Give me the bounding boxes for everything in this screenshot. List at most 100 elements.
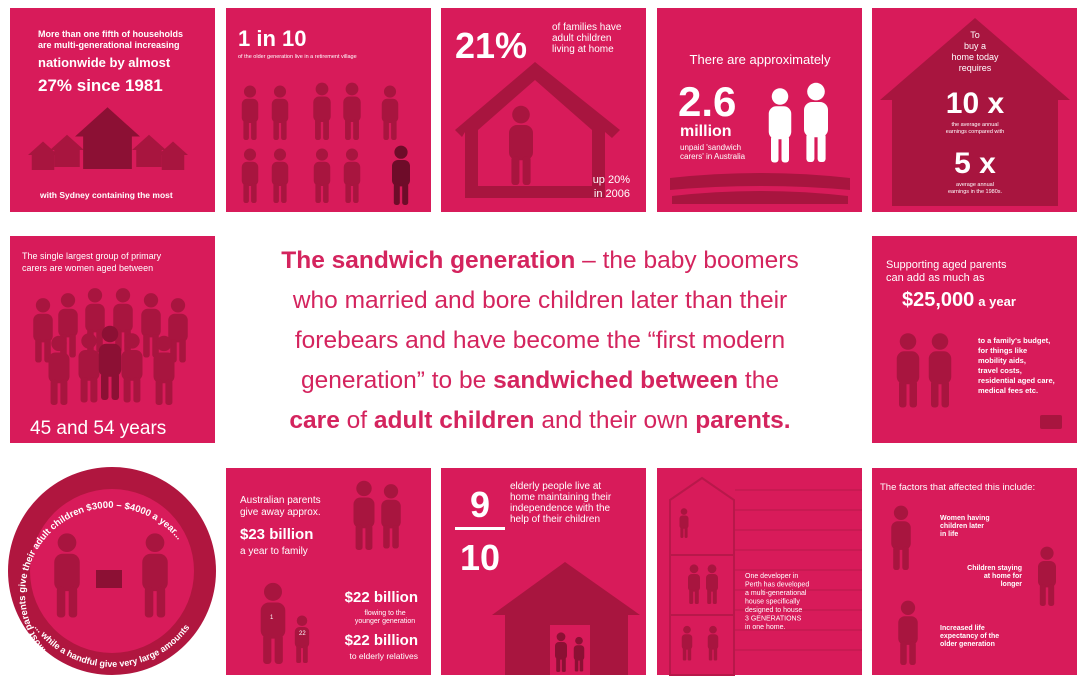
text: $23 billion — [240, 526, 313, 543]
headline-segment: adult children — [374, 407, 535, 434]
text-line: a multi-generational — [745, 590, 807, 597]
headline-segment: sandwiched between — [493, 367, 738, 394]
headline-segment: who married and bore children later than… — [292, 287, 787, 314]
text-line: for things like — [978, 346, 1027, 355]
text: 5 x — [954, 147, 996, 180]
unit: a year — [978, 294, 1016, 309]
text-line: Perth has developed — [745, 582, 809, 589]
text: 1 in 10 — [238, 26, 306, 51]
text: 22 — [299, 631, 306, 637]
headline-segment: care — [289, 407, 339, 434]
text-line: carers are women aged between — [22, 263, 153, 273]
text: 10 x — [946, 87, 1005, 120]
headline-segment: the — [738, 367, 779, 394]
text: 2.6 — [678, 78, 736, 125]
tile-billion: Australian parentsgive away approx. $23 … — [226, 468, 431, 675]
text-line: at home for — [984, 573, 1022, 580]
text: 9 — [470, 484, 490, 525]
text: 21% — [455, 25, 527, 66]
text-line: in 2006 — [594, 188, 630, 200]
text: of the older generation live in a retire… — [238, 54, 357, 60]
text: 10 — [460, 537, 500, 578]
text: There are approximately — [690, 52, 831, 67]
text-line: earnings in the 1980s. — [948, 189, 1003, 195]
text-line: are multi-generational increasing — [38, 40, 180, 50]
headline-segment: and their own — [535, 407, 696, 434]
text-line: longer — [1001, 581, 1023, 588]
text-line: flowing to the — [364, 610, 405, 617]
tile-carers: There are approximately 2.6 million unpa… — [657, 8, 862, 212]
circle-gifts: Most parents give their adult children $… — [8, 467, 216, 675]
text-line: earnings compared with — [946, 129, 1004, 135]
text-line: help of their children — [510, 514, 600, 525]
text-line: home maintaining their — [510, 492, 612, 503]
text-line: 3 GENERATIONS — [745, 616, 802, 623]
text-line: average annual — [956, 182, 994, 188]
text: nationwide by almost — [38, 55, 171, 70]
text-line: in one home. — [745, 624, 786, 631]
text: $22 billion — [345, 589, 418, 606]
text-line: buy a — [964, 41, 986, 51]
tile-women: The single largest group of primary carer… — [10, 236, 215, 443]
text: to elderly relatives — [349, 651, 418, 661]
text-line: More than one fifth of households — [38, 29, 183, 39]
text-line: carers' in Australia — [680, 152, 746, 161]
text-line: older generation — [940, 641, 995, 648]
text-line: unpaid 'sandwich — [680, 143, 741, 152]
text-line: elderly people live at — [510, 481, 601, 492]
text-line: Children staying — [967, 565, 1022, 572]
text: million — [680, 123, 732, 140]
text: The factors that affected this include: — [880, 482, 1035, 493]
text-line: Supporting aged parents — [886, 259, 1007, 271]
tile-retirement: 1 in 10 of the older generation live in … — [226, 8, 431, 212]
infographic: More than one fifth of householdsare mul… — [0, 0, 1082, 680]
text-line: can add as much as — [886, 272, 985, 284]
text-line: mobility aids, — [978, 356, 1026, 365]
text-line: adult children — [552, 33, 611, 44]
text: 27% since 1981 — [38, 76, 163, 95]
text-line: give away approx. — [240, 507, 321, 518]
text-line: children later — [940, 523, 984, 530]
text: with Sydney containing the most — [39, 190, 173, 200]
text-line: house specifically — [745, 599, 800, 606]
text-line: Australian parents — [240, 495, 321, 506]
text: a year to family — [240, 546, 308, 557]
text-line: independence with the — [510, 503, 611, 514]
text-line: to a family's budget, — [978, 336, 1050, 345]
text-line: expectancy of the — [940, 633, 999, 640]
text-line: of families have — [552, 22, 622, 33]
text-line: medical fees etc. — [978, 386, 1038, 395]
text: 45 and 54 years — [30, 418, 166, 439]
headline-segment: The sandwich generation — [281, 247, 575, 274]
text-line: Increased life — [940, 625, 985, 632]
headline-segment: of — [340, 407, 374, 434]
text-line: requires — [959, 63, 992, 73]
text: $22 billion — [345, 632, 418, 649]
text-line: residential aged care, — [978, 376, 1055, 385]
headline: The sandwich generation – the baby boome… — [281, 247, 798, 434]
stat: $25,000 — [902, 289, 974, 311]
tile-factors: The factors that affected this include: … — [872, 468, 1077, 675]
text-line: home today — [951, 52, 999, 62]
text-line: To — [970, 30, 980, 40]
text-line: younger generation — [355, 618, 415, 625]
text-line: Women having — [940, 515, 990, 522]
text-line: One developer in — [745, 573, 798, 580]
text-line: up 20% — [593, 174, 631, 186]
text-line: living at home — [552, 44, 614, 55]
text-line: The single largest group of primary — [22, 251, 162, 261]
text-line: in life — [940, 531, 958, 538]
headline-segment: generation” to be — [301, 367, 493, 394]
headline-segment: parents. — [695, 407, 790, 434]
